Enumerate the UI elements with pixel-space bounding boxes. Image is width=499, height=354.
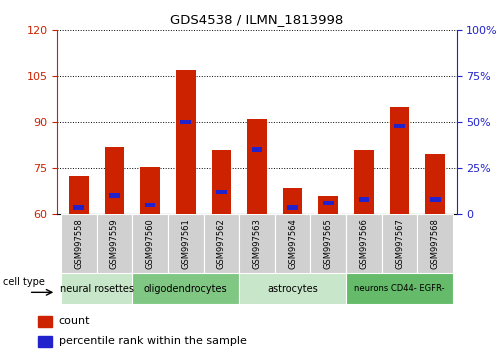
Text: GSM997558: GSM997558 (74, 218, 83, 269)
Bar (283, 188, 302, 214)
Bar (394, 124, 405, 128)
Bar (239, 273, 346, 304)
Text: astrocytes: astrocytes (267, 284, 318, 293)
Bar (38, 336, 52, 347)
Bar (73, 205, 84, 210)
Text: neural rosettes: neural rosettes (59, 284, 134, 293)
Bar (212, 150, 231, 214)
Bar (382, 214, 417, 273)
Text: GSM997566: GSM997566 (359, 218, 368, 269)
Bar (310, 214, 346, 273)
Bar (180, 120, 191, 124)
Bar (38, 316, 52, 327)
Bar (390, 107, 409, 214)
Bar (287, 205, 298, 210)
Bar (145, 202, 156, 207)
Bar (176, 70, 196, 214)
Text: GSM997564: GSM997564 (288, 218, 297, 269)
Bar (132, 214, 168, 273)
Bar (323, 201, 334, 205)
Bar (425, 154, 445, 214)
Text: GSM997561: GSM997561 (181, 218, 190, 269)
Bar (204, 214, 239, 273)
Bar (105, 147, 124, 214)
Text: cell type: cell type (3, 276, 45, 286)
Bar (251, 147, 262, 152)
Bar (430, 197, 441, 202)
Bar (417, 214, 453, 273)
Bar (109, 193, 120, 198)
Bar (216, 190, 227, 194)
Bar (132, 273, 239, 304)
Bar (239, 214, 275, 273)
Text: GSM997562: GSM997562 (217, 218, 226, 269)
Bar (168, 214, 204, 273)
Bar (61, 273, 132, 304)
Bar (354, 150, 374, 214)
Text: GSM997567: GSM997567 (395, 218, 404, 269)
Text: percentile rank within the sample: percentile rank within the sample (59, 336, 247, 346)
Text: GSM997565: GSM997565 (324, 218, 333, 269)
Bar (97, 214, 132, 273)
Bar (358, 197, 369, 202)
Text: GSM997560: GSM997560 (146, 218, 155, 269)
Bar (61, 214, 97, 273)
Text: neurons CD44- EGFR-: neurons CD44- EGFR- (354, 284, 445, 293)
Text: GSM997568: GSM997568 (431, 218, 440, 269)
Text: oligodendrocytes: oligodendrocytes (144, 284, 228, 293)
Bar (275, 214, 310, 273)
Bar (69, 176, 89, 214)
Bar (346, 273, 453, 304)
Bar (318, 196, 338, 214)
Text: GSM997563: GSM997563 (252, 218, 261, 269)
Bar (346, 214, 382, 273)
Bar (140, 167, 160, 214)
Text: GSM997559: GSM997559 (110, 218, 119, 269)
Bar (247, 119, 267, 214)
Text: count: count (59, 316, 90, 326)
Title: GDS4538 / ILMN_1813998: GDS4538 / ILMN_1813998 (170, 13, 344, 26)
